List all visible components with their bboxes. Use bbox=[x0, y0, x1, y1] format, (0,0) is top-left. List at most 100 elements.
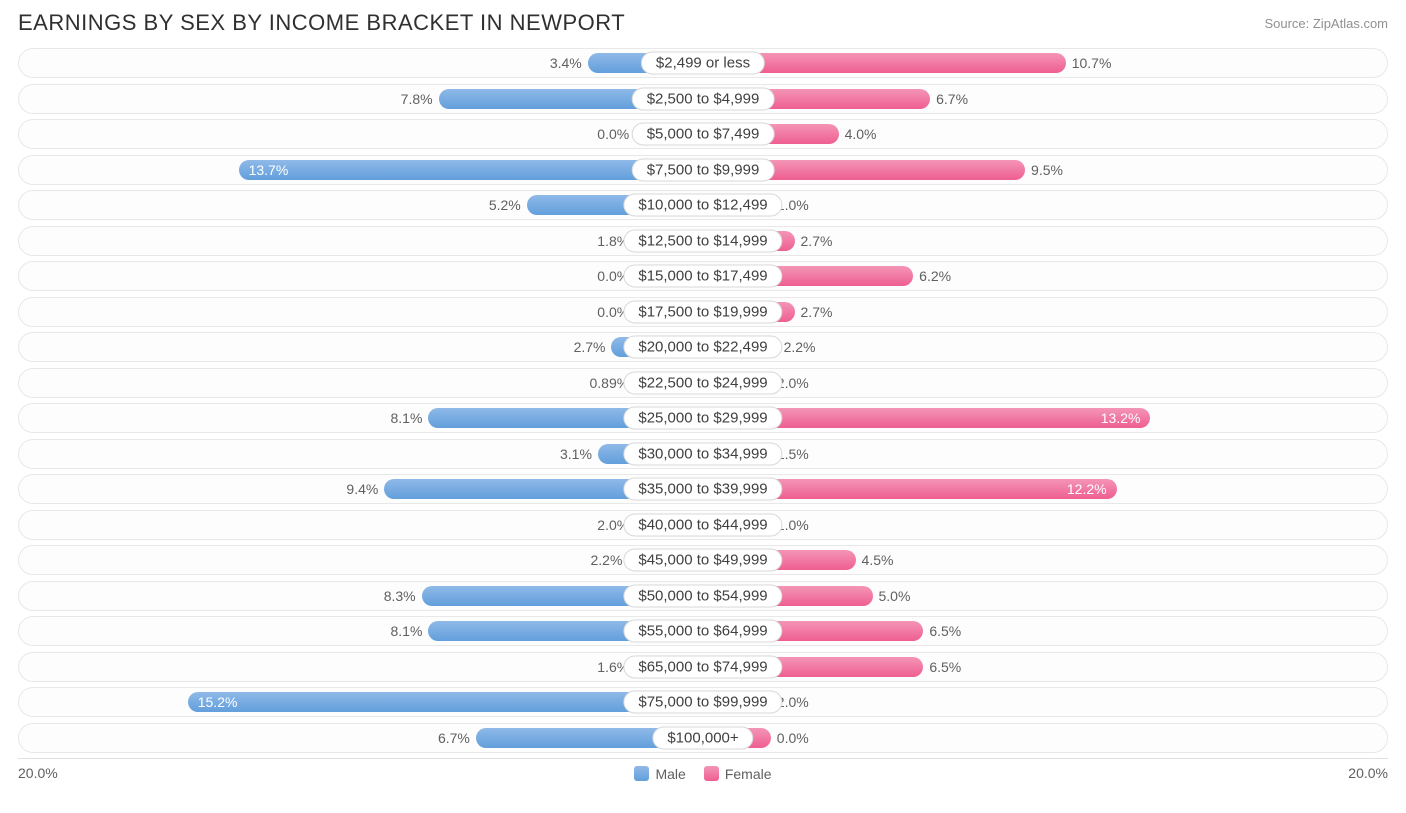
male-pct-outside: 3.4% bbox=[544, 55, 588, 71]
female-half: 4.5% bbox=[703, 546, 1387, 574]
category-label: $10,000 to $12,499 bbox=[623, 194, 782, 217]
category-label: $2,499 or less bbox=[641, 52, 765, 75]
chart-row: 0.0% 2.7% $17,500 to $19,999 bbox=[18, 297, 1388, 327]
category-label: $2,500 to $4,999 bbox=[632, 87, 775, 110]
female-half: 2.0% bbox=[703, 369, 1387, 397]
category-label: $25,000 to $29,999 bbox=[623, 407, 782, 430]
male-half: 3.4% bbox=[19, 49, 703, 77]
category-label: $50,000 to $54,999 bbox=[623, 584, 782, 607]
male-half: 0.0% bbox=[19, 262, 703, 290]
legend-female: Female bbox=[704, 766, 772, 782]
chart-row: 1.6% 6.5% $65,000 to $74,999 bbox=[18, 652, 1388, 682]
female-pct-outside: 10.7% bbox=[1066, 55, 1118, 71]
male-pct-outside: 8.3% bbox=[378, 588, 422, 604]
female-half: 6.5% bbox=[703, 653, 1387, 681]
chart-row: 8.1%6.5%$55,000 to $64,999 bbox=[18, 616, 1388, 646]
male-half: 6.7% bbox=[19, 724, 703, 752]
female-half: 2.7% bbox=[703, 227, 1387, 255]
category-label: $5,000 to $7,499 bbox=[632, 123, 775, 146]
male-pct-outside: 5.2% bbox=[483, 197, 527, 213]
chart-row: 0.89%2.0%$22,500 to $24,999 bbox=[18, 368, 1388, 398]
male-pct-inside: 15.2% bbox=[188, 694, 248, 710]
chart-row: 0.0% 6.2% $15,000 to $17,499 bbox=[18, 261, 1388, 291]
category-label: $65,000 to $74,999 bbox=[623, 655, 782, 678]
female-swatch bbox=[704, 766, 719, 781]
female-pct-outside: 4.5% bbox=[856, 552, 900, 568]
chart-row: 6.7% 0.0% $100,000+ bbox=[18, 723, 1388, 753]
male-pct-outside: 2.7% bbox=[568, 339, 612, 355]
female-pct-outside: 4.0% bbox=[839, 126, 883, 142]
female-pct-outside: 2.2% bbox=[778, 339, 822, 355]
female-pct-outside: 6.7% bbox=[930, 91, 974, 107]
male-half: 9.4% bbox=[19, 475, 703, 503]
chart-row: 8.3% 5.0% $50,000 to $54,999 bbox=[18, 581, 1388, 611]
female-pct-inside: 13.2% bbox=[1091, 410, 1151, 426]
category-label: $7,500 to $9,999 bbox=[632, 158, 775, 181]
male-half: 2.0% bbox=[19, 511, 703, 539]
female-pct-outside: 6.5% bbox=[923, 659, 967, 675]
male-pct-outside: 8.1% bbox=[385, 623, 429, 639]
female-half: 5.0% bbox=[703, 582, 1387, 610]
male-pct-outside: 2.2% bbox=[585, 552, 629, 568]
legend-male: Male bbox=[634, 766, 685, 782]
female-pct-outside: 6.5% bbox=[923, 623, 967, 639]
female-half: 12.2% bbox=[703, 475, 1387, 503]
male-half: 8.1% bbox=[19, 404, 703, 432]
chart-row: 2.0%1.0%$40,000 to $44,999 bbox=[18, 510, 1388, 540]
category-label: $17,500 to $19,999 bbox=[623, 300, 782, 323]
chart-row: 2.7% 2.2%$20,000 to $22,499 bbox=[18, 332, 1388, 362]
female-half: 1.0% bbox=[703, 511, 1387, 539]
female-pct-outside: 9.5% bbox=[1025, 162, 1069, 178]
female-half: 2.2% bbox=[703, 333, 1387, 361]
male-half: 15.2% bbox=[19, 688, 703, 716]
female-half: 10.7% bbox=[703, 49, 1387, 77]
chart-row: 7.8% 6.7% $2,500 to $4,999 bbox=[18, 84, 1388, 114]
female-pct-inside: 12.2% bbox=[1057, 481, 1117, 497]
male-half: 0.89% bbox=[19, 369, 703, 397]
category-label: $30,000 to $34,999 bbox=[623, 442, 782, 465]
legend-male-label: Male bbox=[655, 766, 685, 782]
male-half: 8.1% bbox=[19, 617, 703, 645]
male-half: 8.3% bbox=[19, 582, 703, 610]
chart-row: 13.7% 9.5% $7,500 to $9,999 bbox=[18, 155, 1388, 185]
male-pct-outside: 9.4% bbox=[340, 481, 384, 497]
female-half: 6.2% bbox=[703, 262, 1387, 290]
axis-max-left: 20.0% bbox=[18, 765, 58, 781]
category-label: $100,000+ bbox=[652, 726, 753, 749]
male-half: 3.1% bbox=[19, 440, 703, 468]
category-label: $22,500 to $24,999 bbox=[623, 371, 782, 394]
category-label: $35,000 to $39,999 bbox=[623, 478, 782, 501]
category-label: $45,000 to $49,999 bbox=[623, 549, 782, 572]
male-pct-outside: 3.1% bbox=[554, 446, 598, 462]
male-half: 13.7% bbox=[19, 156, 703, 184]
category-label: $15,000 to $17,499 bbox=[623, 265, 782, 288]
female-half: 2.0% bbox=[703, 688, 1387, 716]
chart-source: Source: ZipAtlas.com bbox=[1264, 16, 1388, 31]
male-pct-outside: 6.7% bbox=[432, 730, 476, 746]
chart-body: 3.4% 10.7% $2,499 or less 7.8% 6.7% $2,500 to… bbox=[0, 42, 1406, 753]
male-half: 5.2% bbox=[19, 191, 703, 219]
chart-row: 1.8%2.7%$12,500 to $14,999 bbox=[18, 226, 1388, 256]
category-label: $40,000 to $44,999 bbox=[623, 513, 782, 536]
female-half: 13.2% bbox=[703, 404, 1387, 432]
male-pct-outside: 7.8% bbox=[395, 91, 439, 107]
legend-female-label: Female bbox=[725, 766, 772, 782]
chart-footer: 20.0% Male Female 20.0% bbox=[18, 758, 1388, 788]
male-half: 7.8% bbox=[19, 85, 703, 113]
female-pct-outside: 5.0% bbox=[873, 588, 917, 604]
female-half: 1.0% bbox=[703, 191, 1387, 219]
chart-row: 2.2% 4.5% $45,000 to $49,999 bbox=[18, 545, 1388, 575]
female-pct-outside: 0.0% bbox=[771, 730, 815, 746]
female-pct-outside: 2.7% bbox=[795, 304, 839, 320]
female-half: 6.5% bbox=[703, 617, 1387, 645]
chart-row: 3.4% 10.7% $2,499 or less bbox=[18, 48, 1388, 78]
male-half: 0.0% bbox=[19, 298, 703, 326]
category-label: $20,000 to $22,499 bbox=[623, 336, 782, 359]
legend: Male Female bbox=[634, 766, 771, 782]
male-half: 0.0% bbox=[19, 120, 703, 148]
chart-header: EARNINGS BY SEX BY INCOME BRACKET IN NEW… bbox=[0, 0, 1406, 42]
female-pct-outside: 6.2% bbox=[913, 268, 957, 284]
male-half: 1.6% bbox=[19, 653, 703, 681]
female-half: 6.7% bbox=[703, 85, 1387, 113]
male-half: 1.8% bbox=[19, 227, 703, 255]
